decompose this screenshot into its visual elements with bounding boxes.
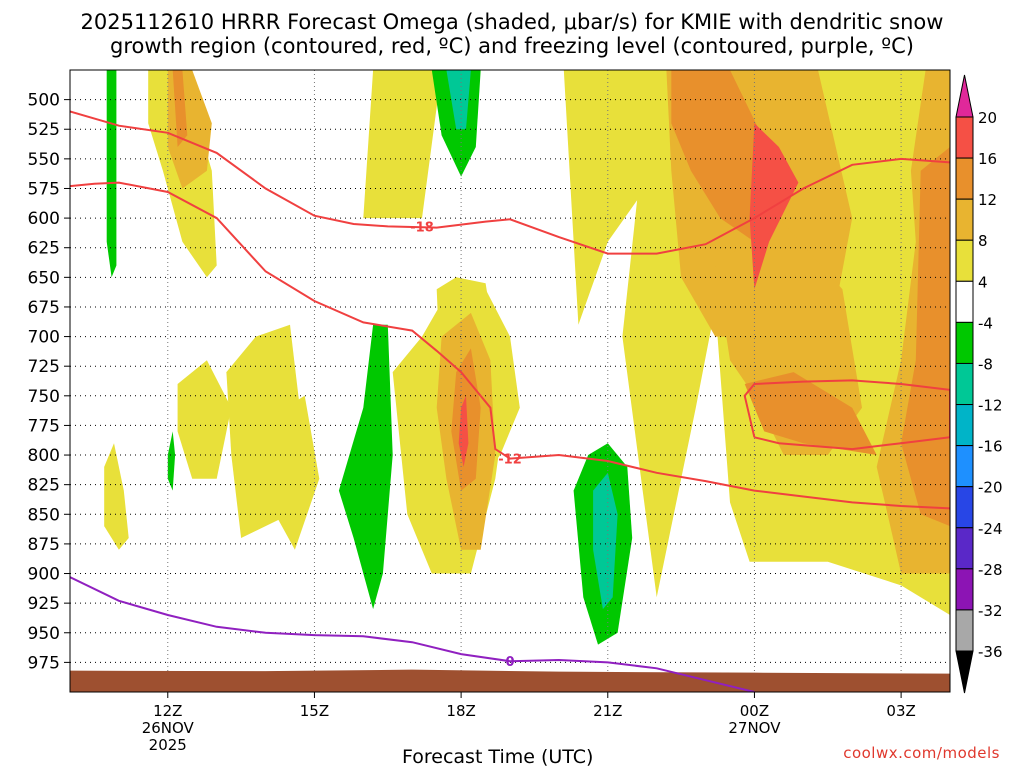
ytick-label-700: 700: [28, 328, 60, 348]
colorbar-seg--24: [955, 527, 974, 570]
xtick-date-12Z: 26NOV: [142, 719, 195, 737]
ytick-label-800: 800: [28, 446, 60, 466]
chart-title-line-2: growth region (contoured, red, ºC) and f…: [110, 34, 914, 58]
colorbar-label-10: -24: [978, 520, 1003, 538]
temperature-contours: -18 -12 0: [70, 110, 950, 692]
ytick-label-600: 600: [28, 209, 60, 229]
colorbar-seg-4: [955, 280, 974, 323]
colorbar-seg-12: [955, 198, 974, 241]
colorbar-label-4: 4: [978, 273, 988, 291]
colorbar-label-2: 12: [978, 191, 997, 209]
ytick-label-825: 825: [28, 476, 60, 496]
colorbar-seg-8: [955, 239, 974, 282]
ytick-label-750: 750: [28, 387, 60, 407]
omega-region-25: [446, 70, 471, 130]
ytick-label-725: 725: [28, 357, 60, 377]
xtick-year-12Z: 2025: [149, 736, 187, 754]
colorbar-label-13: -36: [978, 643, 1003, 661]
omega-region-22: [338, 324, 393, 610]
ytick-label-500: 500: [28, 91, 60, 111]
omega-shading: [104, 70, 950, 645]
xtick-label-18Z: 18Z: [446, 702, 475, 720]
y-axis: 500 525 550 575 600 625 650 675 700 725 750 775 800 8…: [28, 91, 70, 673]
ytick-label-675: 675: [28, 298, 60, 318]
credit-link[interactable]: coolwx.com/models: [843, 744, 1000, 762]
colorbar-label-8: -16: [978, 438, 1003, 456]
colorbar-seg--4: [955, 321, 974, 364]
colorbar-seg--32: [955, 609, 974, 652]
colorbar-label-6: -8: [978, 355, 993, 373]
xtick-label-00Z: 00Z: [740, 702, 769, 720]
colorbar-label-12: -32: [978, 602, 1003, 620]
ytick-label-900: 900: [28, 565, 60, 585]
colorbar-seg--12: [955, 404, 974, 447]
omega-region-19: [458, 395, 469, 467]
colorbar-label-0: 20: [978, 109, 997, 127]
ytick-label-950: 950: [28, 624, 60, 644]
xtick-label-15Z: 15Z: [300, 702, 329, 720]
ytick-label-850: 850: [28, 505, 60, 525]
xtick-label-12Z: 12Z: [153, 702, 182, 720]
xtick-label-21Z: 21Z: [593, 702, 622, 720]
omega-region-20: [106, 70, 117, 278]
omega-region-23: [167, 431, 176, 491]
chart-title-line-1: 2025112610 HRRR Forecast Omega (shaded, …: [80, 10, 944, 34]
omega-region-26: [593, 472, 618, 610]
ytick-label-625: 625: [28, 239, 60, 259]
colorbar-seg--16: [955, 445, 974, 488]
omega-region-7: [177, 360, 232, 479]
colorbar-label-11: -28: [978, 561, 1003, 579]
contour-line-3: [70, 576, 755, 692]
colorbar: 20 16 12 8 4 -4 -8 -12 -16 -20 -24 -28 -32 -36: [955, 74, 1003, 694]
xtick-label-03Z: 03Z: [886, 702, 915, 720]
ytick-label-975: 975: [28, 653, 60, 673]
omega-region-5: [265, 395, 320, 550]
pressure-gridlines: [70, 99, 950, 663]
terrain-layer: [70, 669, 950, 692]
ytick-label-575: 575: [28, 179, 60, 199]
contour-line-0: [70, 110, 950, 255]
ytick-label-550: 550: [28, 150, 60, 170]
ytick-label-925: 925: [28, 594, 60, 614]
terrain-fill: [70, 669, 950, 692]
omega-region-15: [744, 372, 877, 455]
colorbar-top-arrow: [955, 74, 974, 118]
omega-region-16: [172, 70, 188, 147]
colorbar-label-9: -20: [978, 479, 1003, 497]
colorbar-seg-16: [955, 157, 974, 200]
colorbar-bottom-arrow: [955, 650, 974, 694]
ytick-label-525: 525: [28, 120, 60, 140]
colorbar-label-3: 8: [978, 232, 988, 250]
colorbar-label-1: 16: [978, 150, 997, 168]
ytick-label-875: 875: [28, 535, 60, 555]
colorbar-label-7: -12: [978, 397, 1003, 415]
colorbar-label-5: -4: [978, 314, 993, 332]
colorbar-seg--28: [955, 568, 974, 611]
contour-label-0: -18: [410, 220, 434, 235]
contour-label-1: -12: [498, 453, 522, 468]
colorbar-seg-20: [955, 116, 974, 159]
contour-line-2: [743, 379, 950, 451]
plot-frame: [69, 69, 951, 693]
ytick-label-650: 650: [28, 268, 60, 288]
x-axis-title: Forecast Time (UTC): [402, 746, 594, 768]
contour-line-1: [70, 181, 950, 510]
colorbar-seg--8: [955, 362, 974, 406]
ytick-label-775: 775: [28, 416, 60, 436]
omega-region-6: [104, 443, 129, 550]
contour-label-3: 0: [505, 655, 514, 670]
colorbar-seg--20: [955, 486, 974, 529]
xtick-date-00Z: 27NOV: [728, 719, 781, 737]
